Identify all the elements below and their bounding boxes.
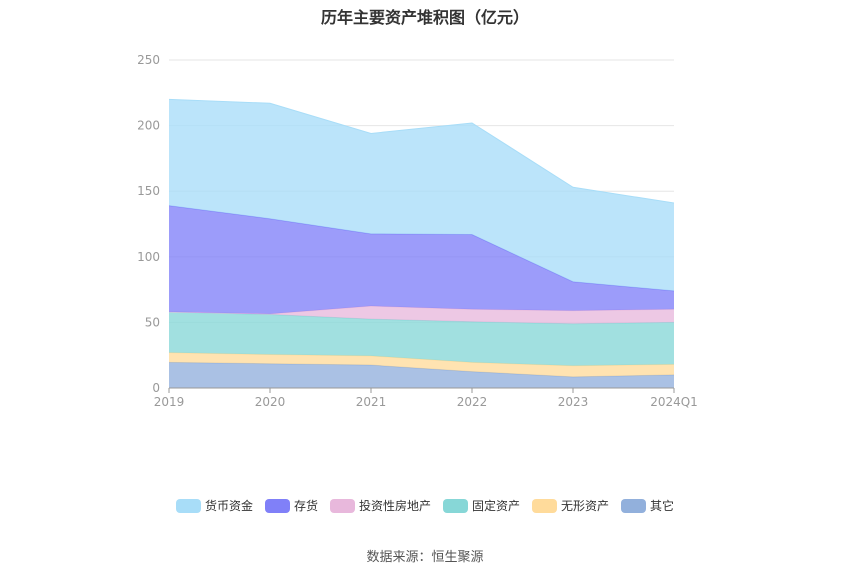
x-tick-label: 2021 bbox=[356, 395, 387, 409]
legend-label: 其它 bbox=[650, 499, 675, 513]
legend-label: 存货 bbox=[293, 499, 318, 513]
y-tick-label: 50 bbox=[145, 315, 160, 329]
legend-swatch bbox=[532, 498, 558, 513]
legend-item[interactable]: 无形资产 bbox=[532, 497, 609, 514]
legend-item[interactable]: 货币资金 bbox=[175, 497, 253, 514]
legend-swatch bbox=[175, 498, 201, 513]
legend-swatch bbox=[443, 498, 468, 513]
legend-swatch bbox=[264, 498, 290, 513]
x-tick-label: 2022 bbox=[457, 395, 488, 409]
legend-label: 固定资产 bbox=[472, 499, 521, 513]
y-tick-label: 200 bbox=[137, 119, 160, 133]
legend-label: 无形资产 bbox=[561, 499, 610, 513]
y-tick-label: 250 bbox=[137, 53, 160, 67]
area-series bbox=[169, 362, 674, 388]
x-tick-label: 2020 bbox=[255, 395, 286, 409]
legend-label: 投资性房地产 bbox=[358, 499, 431, 513]
x-tick-label: 2024Q1 bbox=[650, 395, 698, 409]
data-source: 数据来源：恒生聚源 bbox=[366, 550, 484, 565]
y-tick-label: 0 bbox=[152, 381, 160, 395]
x-tick-label: 2023 bbox=[558, 395, 589, 409]
legend-item[interactable]: 投资性房地产 bbox=[329, 497, 431, 514]
legend-item[interactable]: 固定资产 bbox=[443, 497, 520, 514]
legend-swatch bbox=[621, 498, 647, 513]
y-tick-label: 100 bbox=[137, 250, 160, 264]
legend-item[interactable]: 存货 bbox=[264, 497, 318, 514]
area-series-line bbox=[168, 98, 675, 204]
legend-item[interactable]: 其它 bbox=[621, 497, 674, 514]
legend-label: 货币资金 bbox=[204, 499, 253, 513]
y-tick-label: 150 bbox=[137, 184, 160, 198]
area-series bbox=[169, 205, 674, 314]
legend-swatch bbox=[329, 498, 355, 513]
area-series bbox=[169, 99, 674, 291]
area-series bbox=[169, 311, 674, 366]
area-series bbox=[169, 352, 674, 377]
chart-legend: 货币资金 存货 投资性房地产 固定资产 无形资产 其它 bbox=[0, 497, 850, 514]
chart-title: 历年主要资产堆积图（亿元） bbox=[320, 8, 529, 27]
x-tick-label: 2019 bbox=[154, 395, 185, 409]
